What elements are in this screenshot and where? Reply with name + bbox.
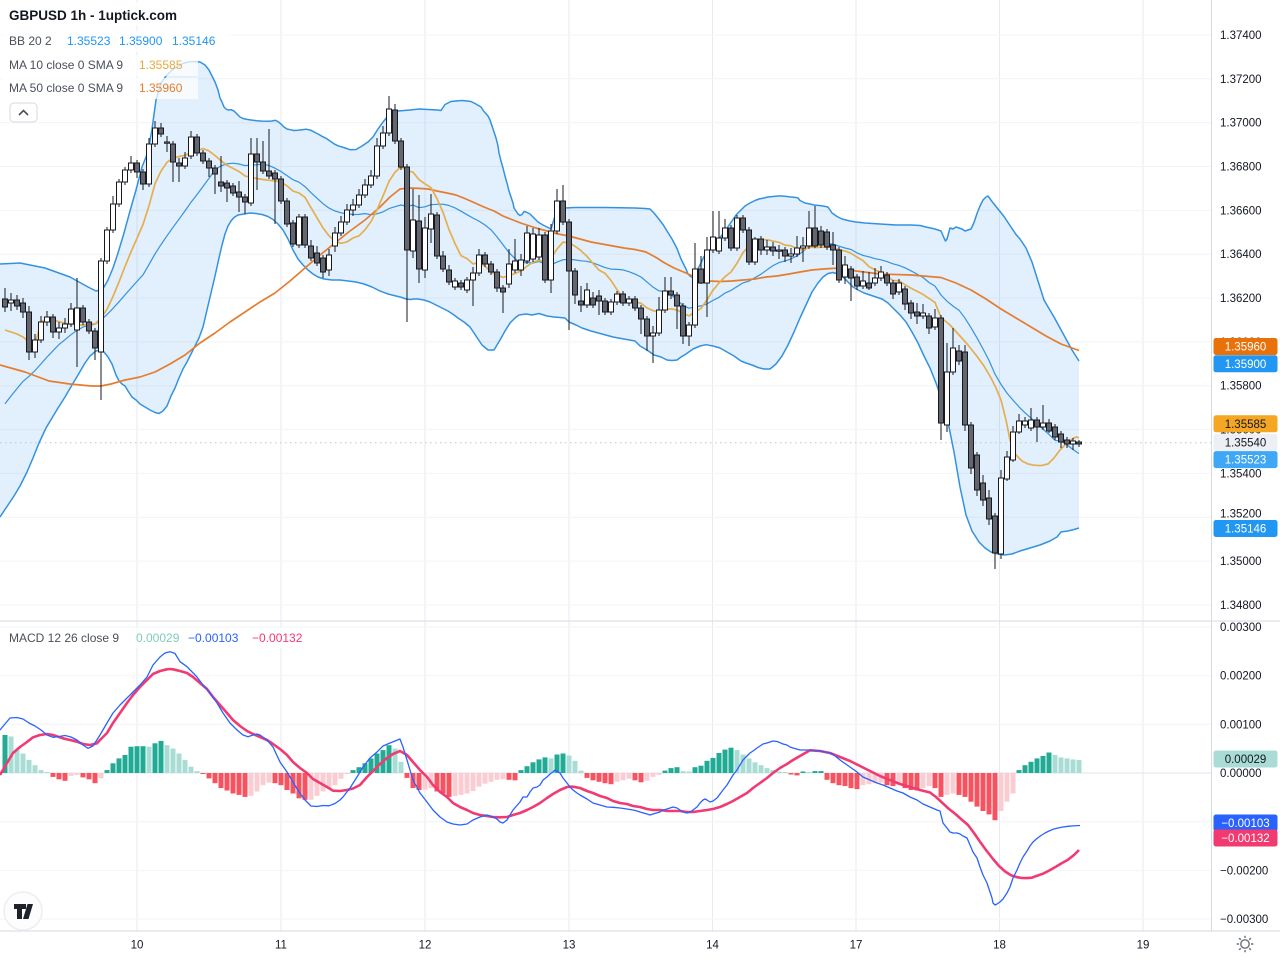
svg-text:1.37400: 1.37400 [1220,30,1262,42]
svg-text:1.35523: 1.35523 [1225,455,1267,467]
svg-text:1.35540: 1.35540 [1225,437,1267,449]
svg-text:19: 19 [1137,940,1150,952]
svg-text:1.35400: 1.35400 [1220,468,1262,480]
svg-text:1.36600: 1.36600 [1220,205,1262,217]
svg-text:1.35900: 1.35900 [1225,359,1267,371]
svg-text:−0.00200: −0.00200 [1220,865,1268,877]
svg-text:0.00029: 0.00029 [136,631,180,645]
svg-text:1.36200: 1.36200 [1220,293,1262,305]
svg-text:1.36800: 1.36800 [1220,162,1262,174]
svg-text:14: 14 [706,940,719,952]
svg-text:1.35200: 1.35200 [1220,509,1262,521]
svg-text:1.35000: 1.35000 [1220,556,1262,568]
svg-text:0.00000: 0.00000 [1220,768,1262,780]
svg-text:10: 10 [131,940,144,952]
svg-text:−0.00103: −0.00103 [188,631,239,645]
svg-text:17: 17 [850,940,863,952]
svg-text:13: 13 [563,940,576,952]
svg-text:0.00300: 0.00300 [1220,622,1262,634]
svg-text:MA 50 close 0 SMA 9: MA 50 close 0 SMA 9 [9,81,123,95]
svg-text:1.35523: 1.35523 [67,34,111,48]
svg-text:−0.00132: −0.00132 [1221,833,1269,845]
svg-text:1.37000: 1.37000 [1220,118,1262,130]
svg-text:18: 18 [993,940,1006,952]
svg-text:1.35585: 1.35585 [139,58,183,72]
svg-text:0.00100: 0.00100 [1220,719,1262,731]
svg-text:0.00200: 0.00200 [1220,671,1262,683]
svg-text:1.35585: 1.35585 [1225,419,1267,431]
svg-text:1.36400: 1.36400 [1220,249,1262,261]
svg-text:BB 20 2: BB 20 2 [9,34,52,48]
svg-text:1.37200: 1.37200 [1220,74,1262,86]
svg-text:1.35900: 1.35900 [119,34,163,48]
svg-text:MACD 12 26 close 9: MACD 12 26 close 9 [9,631,119,645]
svg-text:1.34800: 1.34800 [1220,600,1262,612]
svg-text:GBPUSD 1h - 1uptick.com: GBPUSD 1h - 1uptick.com [9,8,177,23]
svg-text:1.35960: 1.35960 [139,81,183,95]
svg-text:11: 11 [275,940,287,952]
svg-text:1.35960: 1.35960 [1225,342,1267,354]
svg-text:0.00029: 0.00029 [1225,754,1267,766]
svg-text:−0.00103: −0.00103 [1221,818,1269,830]
svg-text:MA 10 close 0 SMA 9: MA 10 close 0 SMA 9 [9,58,123,72]
svg-text:1.35800: 1.35800 [1220,381,1262,393]
svg-text:1.35146: 1.35146 [1225,524,1267,536]
svg-text:−0.00132: −0.00132 [252,631,303,645]
svg-text:−0.00300: −0.00300 [1220,914,1268,926]
svg-text:1.35146: 1.35146 [172,34,216,48]
svg-text:12: 12 [419,940,432,952]
